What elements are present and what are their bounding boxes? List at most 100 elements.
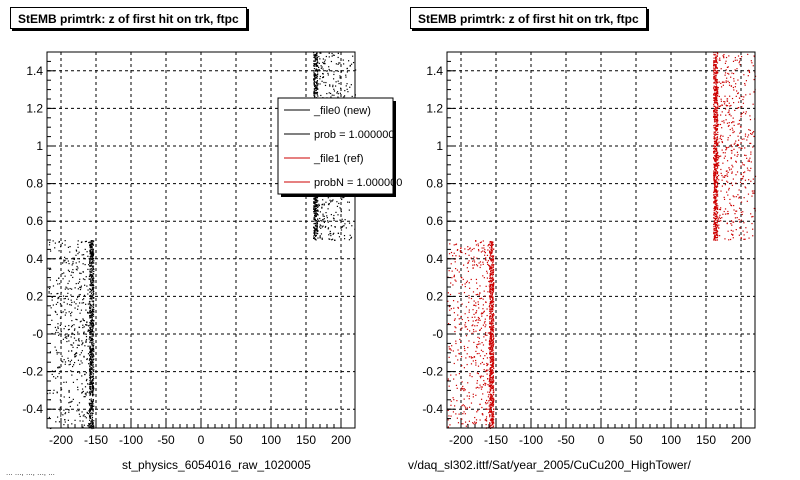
data-point	[716, 182, 718, 184]
data-point	[314, 219, 317, 221]
data-point	[489, 310, 491, 313]
data-point	[313, 227, 315, 229]
data-point	[475, 421, 477, 424]
data-point	[89, 271, 91, 273]
data-point	[714, 159, 716, 161]
data-point	[63, 396, 65, 398]
data-point	[344, 223, 346, 225]
data-point	[742, 98, 744, 101]
data-point	[468, 260, 470, 262]
right-y-tick-label: 0.6	[426, 214, 443, 228]
data-point	[79, 278, 81, 280]
data-point	[76, 346, 78, 349]
data-point	[51, 299, 53, 301]
data-point	[91, 271, 93, 273]
data-point	[313, 63, 315, 65]
data-point	[714, 172, 716, 174]
data-point	[484, 295, 486, 297]
data-point	[459, 251, 462, 253]
data-point	[90, 267, 92, 270]
data-point	[457, 422, 460, 424]
data-point	[489, 373, 491, 375]
data-point	[716, 118, 719, 120]
data-point	[465, 281, 468, 284]
data-point	[459, 329, 462, 331]
data-point	[90, 271, 92, 273]
data-point	[340, 76, 342, 79]
data-point	[455, 413, 457, 415]
data-point	[47, 392, 49, 395]
data-point	[92, 345, 94, 347]
data-point	[314, 78, 316, 80]
data-point	[89, 371, 92, 373]
data-point	[490, 386, 492, 388]
data-point	[491, 421, 493, 424]
data-point	[483, 247, 485, 249]
data-point	[59, 303, 62, 305]
data-point	[318, 56, 320, 58]
data-point	[486, 308, 488, 310]
data-point	[718, 220, 720, 222]
data-point	[77, 371, 79, 373]
data-point	[343, 63, 345, 65]
data-point	[315, 76, 317, 79]
data-point	[488, 305, 490, 308]
data-point	[91, 386, 93, 388]
data-point	[65, 286, 67, 288]
data-point	[89, 246, 91, 249]
data-point	[92, 385, 94, 387]
data-point	[447, 419, 449, 421]
data-point	[345, 227, 347, 229]
data-point	[489, 397, 491, 400]
data-point	[87, 255, 89, 257]
data-point	[331, 239, 333, 241]
data-point	[726, 213, 728, 215]
data-point	[489, 291, 491, 293]
data-point	[727, 111, 729, 114]
data-point	[492, 268, 495, 271]
data-point	[718, 155, 720, 157]
data-point	[743, 197, 745, 199]
data-point	[78, 338, 80, 340]
data-point	[92, 354, 94, 356]
data-point	[735, 83, 737, 85]
data-point	[334, 85, 337, 87]
data-point	[743, 138, 745, 140]
data-point	[746, 167, 749, 169]
data-point	[313, 94, 315, 97]
data-point	[468, 356, 471, 358]
data-point	[490, 381, 492, 384]
data-point	[319, 236, 321, 238]
data-point	[716, 87, 718, 89]
data-point	[449, 243, 451, 245]
data-point	[315, 201, 317, 204]
data-point	[455, 243, 458, 245]
data-point	[737, 123, 739, 125]
data-point	[715, 194, 717, 196]
data-point	[715, 154, 717, 157]
data-point	[491, 252, 493, 254]
data-point	[715, 86, 717, 88]
data-point	[748, 160, 750, 162]
data-point	[316, 58, 318, 60]
data-point	[492, 419, 494, 421]
data-point	[739, 221, 741, 223]
data-point	[48, 288, 51, 290]
data-point	[90, 407, 93, 409]
data-point	[727, 210, 729, 213]
data-point	[67, 288, 69, 290]
data-point	[493, 408, 495, 411]
data-point	[90, 408, 93, 410]
data-point	[490, 267, 492, 269]
data-point	[466, 353, 468, 355]
data-point	[54, 310, 56, 313]
data-point	[83, 414, 85, 416]
data-point	[489, 357, 492, 360]
data-point	[48, 416, 51, 419]
data-point	[490, 258, 492, 260]
data-point	[732, 72, 735, 75]
data-point	[484, 401, 487, 404]
data-point	[338, 236, 341, 238]
data-point	[470, 250, 472, 252]
data-point	[473, 304, 475, 306]
